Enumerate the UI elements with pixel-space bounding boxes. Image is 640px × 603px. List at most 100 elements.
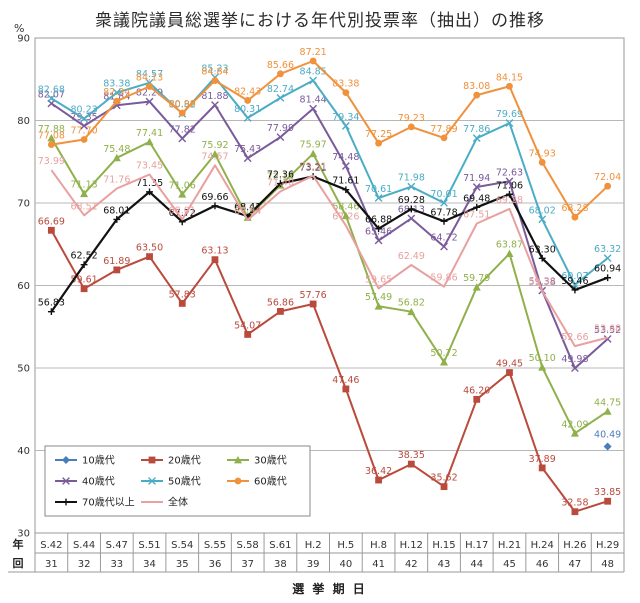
data-label: 59.79: [463, 273, 490, 284]
data-point-marker: [80, 114, 88, 123]
data-point-marker: [276, 94, 285, 102]
data-label: 84.57: [136, 69, 163, 80]
data-label: 71.94: [463, 173, 490, 184]
data-point-marker: [506, 82, 513, 90]
data-point-marker: [276, 133, 285, 141]
data-point-marker: [506, 190, 513, 198]
data-point-marker: [473, 203, 481, 211]
data-label: 71.13: [70, 180, 97, 191]
data-point-marker: [243, 154, 252, 163]
data-label: 84.15: [496, 72, 523, 83]
data-label: 71.40: [267, 177, 294, 188]
round-label: 32: [78, 559, 91, 570]
data-point-marker: [603, 254, 612, 263]
data-point-marker: [80, 189, 89, 198]
data-label: 75.43: [234, 144, 261, 155]
round-label: 33: [110, 559, 123, 570]
data-label: 49.45: [496, 359, 523, 370]
y-tick-label: 30: [17, 529, 30, 540]
data-point-marker: [244, 331, 252, 338]
y-tick-label: 90: [17, 34, 30, 45]
x-tick-label: S.47: [106, 540, 128, 551]
data-point-marker: [309, 57, 317, 65]
data-point-marker: [506, 369, 513, 376]
round-label: 34: [143, 559, 156, 570]
data-point-marker: [375, 225, 382, 233]
data-point-marker: [210, 150, 219, 158]
data-label: 77.70: [70, 125, 97, 136]
data-label: 35.62: [430, 473, 457, 484]
round-label: 36: [209, 559, 222, 570]
data-label: 75.92: [201, 140, 228, 151]
y-tick-label: 60: [17, 281, 30, 292]
data-label: 79.69: [496, 109, 523, 120]
x-tick-label: H.24: [531, 540, 554, 551]
data-label: 47.46: [332, 375, 359, 386]
data-point-marker: [407, 205, 415, 213]
x-tick-label: S.61: [269, 540, 291, 551]
data-point-marker: [341, 162, 350, 170]
data-point-marker: [309, 76, 318, 85]
data-point-marker: [375, 476, 382, 484]
data-label: 37.89: [529, 454, 556, 465]
data-point-marker: [243, 114, 252, 122]
data-point-marker: [473, 395, 481, 403]
data-label: 75.97: [300, 140, 327, 151]
row-header-year: 年: [13, 537, 24, 551]
round-label: 48: [601, 559, 614, 570]
data-point-marker: [80, 121, 88, 130]
data-label: 68.51: [70, 201, 97, 212]
series-line-7: [50, 175, 608, 313]
data-label: 71.61: [332, 176, 359, 187]
data-point-marker: [571, 213, 579, 221]
data-point-marker: [211, 202, 219, 210]
round-label: 37: [241, 559, 254, 570]
data-label: 61.89: [103, 256, 130, 267]
data-label: 53.52: [594, 325, 621, 336]
data-label: 68.01: [169, 205, 196, 216]
data-label: 80.23: [70, 105, 97, 116]
round-label: 42: [405, 559, 418, 570]
data-label: 46.20: [463, 385, 490, 396]
x-tick-label: H.2: [305, 540, 322, 551]
data-label: 77.86: [463, 124, 490, 135]
data-label: 59.86: [430, 273, 457, 284]
x-tick-label: H.29: [596, 540, 619, 551]
data-label: 66.88: [365, 215, 392, 226]
data-point-marker: [407, 123, 415, 131]
series-line-2: [50, 229, 608, 513]
row-header-round: 回: [13, 556, 24, 570]
data-point-marker: [604, 497, 612, 505]
data-label: 68.46: [332, 202, 359, 213]
data-point-marker: [178, 109, 186, 117]
legend-label: 70歳代以上: [82, 497, 135, 509]
data-point-marker: [178, 134, 187, 143]
data-point-marker: [47, 308, 55, 316]
data-label: 81.84: [103, 91, 130, 102]
round-label: 43: [438, 559, 451, 570]
data-point-marker: [113, 97, 121, 105]
data-label: 59.61: [70, 275, 97, 286]
data-point-marker: [440, 217, 448, 225]
data-label: 84.13: [136, 72, 163, 83]
data-label: 73.21: [300, 163, 327, 174]
data-label: 80.31: [234, 104, 261, 115]
data-label: 72.15: [267, 171, 294, 182]
data-point-marker: [148, 477, 156, 485]
data-point-marker: [148, 456, 156, 464]
data-label: 77.88: [38, 124, 65, 135]
data-label: 68.28: [561, 203, 588, 214]
round-label: 47: [569, 559, 582, 570]
data-point-marker: [538, 363, 547, 371]
data-point-marker: [505, 177, 514, 186]
x-tick-label: H.12: [400, 540, 423, 551]
data-label: 60.94: [594, 264, 621, 275]
data-label: 82.74: [267, 84, 294, 95]
data-point-marker: [571, 364, 579, 373]
round-label: 45: [503, 559, 516, 570]
x-tick-label: S.55: [204, 540, 226, 551]
data-label: 79.34: [332, 112, 359, 123]
data-point-marker: [570, 429, 579, 437]
y-axis-unit: %: [14, 22, 25, 35]
data-label: 83.08: [463, 81, 490, 92]
